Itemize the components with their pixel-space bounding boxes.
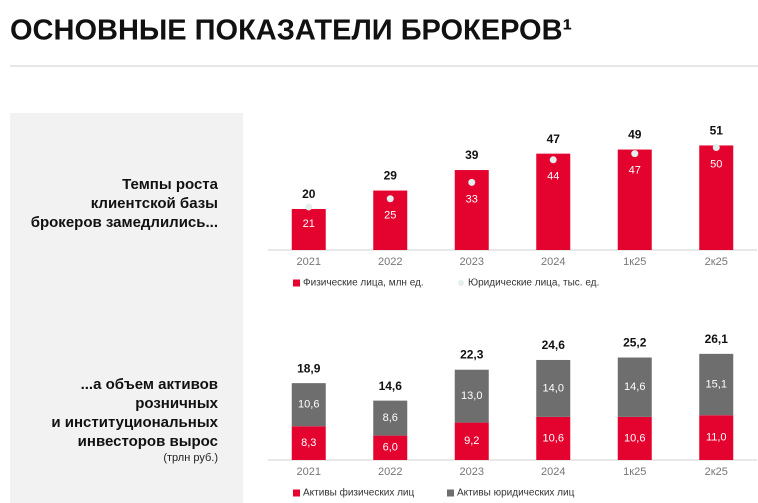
segment-label: 8,3 <box>301 437 316 449</box>
bar-segment <box>373 435 408 460</box>
bar-segment <box>291 426 326 460</box>
bar <box>617 149 652 250</box>
dot-marker <box>712 144 720 151</box>
caption-line: брокеров замедлились... <box>31 214 218 231</box>
bar-total-label: 47 <box>547 132 561 146</box>
total-label: 14,6 <box>379 379 403 393</box>
legend-swatch <box>447 489 454 497</box>
dot-marker <box>549 156 557 164</box>
caption-line: розничных <box>135 395 218 412</box>
legend-label: Активы физических лиц <box>303 487 415 499</box>
legend-swatch <box>293 279 300 287</box>
total-label: 22,3 <box>460 347 484 361</box>
caption-line: ...а объем активов <box>81 376 218 393</box>
dot-label: 50 <box>710 158 722 170</box>
total-label: 18,9 <box>297 361 321 375</box>
segment-label: 13,0 <box>461 390 482 402</box>
bar-segment <box>536 416 571 460</box>
legend-label: Юридические лица, тыс. ед. <box>468 278 599 289</box>
dot-label: 21 <box>303 218 315 230</box>
dot-label: 33 <box>466 193 478 205</box>
bar-segment <box>617 357 652 417</box>
x-tick-label: 2к25 <box>705 256 728 268</box>
legend-label: Активы юридических лиц <box>457 488 575 499</box>
dot-marker <box>631 150 639 158</box>
legend-label: Физические лица, млн ед. <box>303 278 424 289</box>
bar-segment <box>454 422 489 460</box>
bar-segment <box>454 369 489 423</box>
bar <box>291 209 326 250</box>
dot-marker <box>305 203 313 211</box>
caption-line: Темпы роста <box>122 176 219 193</box>
x-tick-label: 2024 <box>541 466 565 478</box>
dot-label: 25 <box>384 210 396 222</box>
x-tick-label: 2024 <box>541 256 565 268</box>
bar-segment <box>536 359 571 417</box>
bar-total-label: 20 <box>302 187 316 201</box>
x-tick-label: 2022 <box>378 256 402 268</box>
x-tick-label: 2021 <box>297 466 321 478</box>
x-tick-label: 2021 <box>297 256 321 268</box>
total-label: 24,6 <box>542 338 566 352</box>
segment-label: 14,6 <box>624 381 645 393</box>
caption-panel <box>10 113 243 503</box>
caption-line: и институциональных <box>51 414 218 431</box>
segment-label: 6,0 <box>383 442 398 454</box>
segment-label: 8,6 <box>383 412 398 424</box>
bar-segment <box>617 416 652 460</box>
x-tick-label: 2023 <box>460 466 484 478</box>
caption-line: клиентской базы <box>91 195 218 212</box>
dot-marker <box>468 178 476 186</box>
bar-total-label: 49 <box>628 128 642 142</box>
segment-label: 11,0 <box>706 432 727 444</box>
legend-swatch <box>458 280 464 286</box>
bar-segment <box>699 353 734 416</box>
x-tick-label: 2023 <box>460 256 484 268</box>
slide-title: ОСНОВНЫЕ ПОКАЗАТЕЛИ БРОКЕРОВ¹ <box>10 15 572 47</box>
bar-total-label: 29 <box>384 169 398 183</box>
segment-label: 15,1 <box>706 378 727 390</box>
bar-segment <box>699 415 734 460</box>
bar-segment <box>373 400 408 436</box>
bar <box>536 153 571 250</box>
segment-label: 14,0 <box>543 382 564 394</box>
unit-note: (трлн руб.) <box>163 452 218 464</box>
dot-label: 47 <box>629 165 641 177</box>
x-tick-label: 2022 <box>378 466 402 478</box>
bar-total-label: 39 <box>465 148 479 162</box>
segment-label: 10,6 <box>543 432 564 444</box>
dot-label: 44 <box>547 171 559 183</box>
segment-label: 10,6 <box>298 399 319 411</box>
legend-swatch <box>293 489 300 497</box>
segment-label: 10,6 <box>624 432 645 444</box>
dot-marker <box>386 195 394 203</box>
x-tick-label: 1к25 <box>623 256 646 268</box>
bar-total-label: 51 <box>710 124 724 138</box>
total-label: 25,2 <box>623 336 647 350</box>
x-tick-label: 1к25 <box>623 466 646 478</box>
caption-line: инвесторов вырос <box>78 433 218 450</box>
total-label: 26,1 <box>705 332 729 346</box>
x-tick-label: 2к25 <box>705 466 728 478</box>
bar <box>699 145 734 250</box>
segment-label: 9,2 <box>464 435 479 447</box>
bar-segment <box>291 383 326 427</box>
